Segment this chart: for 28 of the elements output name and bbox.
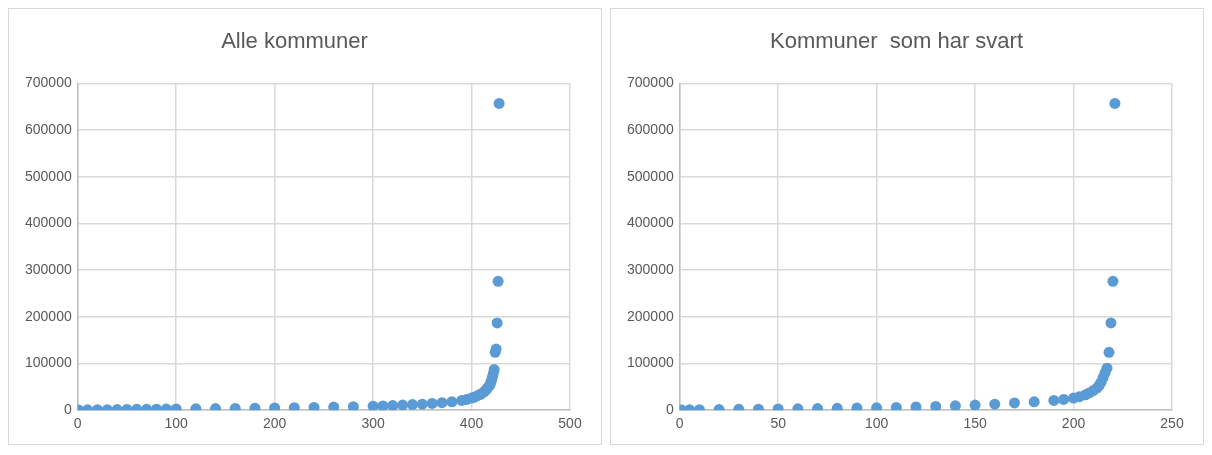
y-tick-label: 0 bbox=[63, 401, 72, 418]
y-tick-label: 400000 bbox=[627, 214, 674, 231]
x-tick-label: 500 bbox=[558, 415, 582, 432]
x-tick-label: 400 bbox=[459, 415, 484, 432]
y-tick-label: 300000 bbox=[25, 261, 72, 277]
y-tick-label: 300000 bbox=[627, 261, 674, 277]
chart-title: Kommuner som har svart bbox=[769, 28, 1024, 54]
x-tick-label: 100 bbox=[864, 415, 889, 432]
y-tick-label: 700000 bbox=[25, 74, 72, 91]
y-tick-label: 600000 bbox=[627, 120, 674, 137]
y-tick-label: 200000 bbox=[627, 307, 674, 324]
x-tick-label: 150 bbox=[963, 415, 987, 432]
chart-title: Alle kommuner bbox=[221, 28, 368, 54]
y-tick-label: 500000 bbox=[25, 167, 72, 184]
y-tick-label: 600000 bbox=[25, 120, 72, 137]
x-tick-label: 200 bbox=[1061, 415, 1086, 432]
x-tick-label: 250 bbox=[1160, 415, 1184, 432]
y-tick-label: 700000 bbox=[627, 74, 674, 91]
y-tick-label: 500000 bbox=[627, 167, 674, 184]
x-tick-label: 50 bbox=[770, 415, 787, 432]
y-tick-label: 400000 bbox=[25, 214, 72, 231]
y-tick-label: 100000 bbox=[627, 354, 674, 371]
x-tick-label: 300 bbox=[361, 415, 385, 432]
y-tick-label: 0 bbox=[665, 401, 674, 418]
y-tick-label: 200000 bbox=[25, 307, 72, 324]
x-tick-label: 100 bbox=[164, 415, 189, 432]
x-tick-label: 200 bbox=[262, 415, 287, 432]
y-tick-label: 100000 bbox=[25, 354, 72, 371]
